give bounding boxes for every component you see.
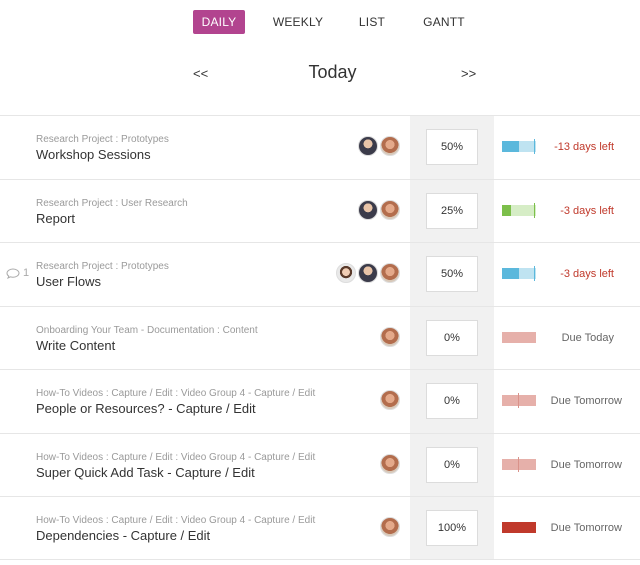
tab-gantt[interactable]: GANTT xyxy=(423,15,465,29)
progress-fill xyxy=(502,522,536,533)
task-breadcrumb: How-To Videos : Capture / Edit : Video G… xyxy=(36,388,316,399)
status-text: -3 days left xyxy=(560,204,614,217)
avatar[interactable] xyxy=(358,136,378,156)
avatar[interactable] xyxy=(336,263,356,283)
task-title[interactable]: Dependencies - Capture / Edit xyxy=(36,528,211,543)
task-breadcrumb: Research Project : Prototypes xyxy=(36,134,169,145)
task-breadcrumb: How-To Videos : Capture / Edit : Video G… xyxy=(36,515,316,526)
assignees xyxy=(380,517,400,537)
assignees xyxy=(380,453,400,474)
task-breadcrumb: Research Project : Prototypes xyxy=(36,261,169,272)
task-row[interactable]: How-To Videos : Capture / Edit : Video G… xyxy=(0,432,640,496)
progress-percent-input[interactable]: 25% xyxy=(426,192,478,229)
progress-percent-input[interactable]: 50% xyxy=(426,256,478,292)
progress-track xyxy=(502,458,536,470)
tab-daily[interactable]: DAILY xyxy=(193,10,245,34)
assignees xyxy=(380,326,400,347)
task-row[interactable]: How-To Videos : Capture / Edit : Video G… xyxy=(0,369,640,433)
comment-count[interactable]: 1 xyxy=(6,267,29,279)
date-navigator: << Today >> xyxy=(0,62,640,88)
progress-bar xyxy=(502,393,536,408)
due-marker xyxy=(518,393,519,408)
current-day-label: Today xyxy=(308,62,357,82)
task-breadcrumb: Research Project : User Research xyxy=(36,197,188,209)
task-row[interactable]: How-To Videos : Capture / Edit : Video G… xyxy=(0,496,640,560)
tab-weekly[interactable]: WEEKLY xyxy=(272,15,324,29)
avatar[interactable] xyxy=(380,453,400,474)
task-row[interactable]: Onboarding Your Team - Documentation : C… xyxy=(0,305,640,369)
task-breadcrumb: Onboarding Your Team - Documentation : C… xyxy=(36,324,258,336)
progress-bar xyxy=(502,202,536,218)
progress-bar xyxy=(502,266,536,281)
task-title[interactable]: Report xyxy=(36,210,76,226)
due-marker xyxy=(534,139,535,154)
progress-bar xyxy=(502,331,536,343)
avatar[interactable] xyxy=(380,390,400,410)
status-text: -13 days left xyxy=(554,141,614,153)
task-row[interactable]: Research Project : User Research Report … xyxy=(0,178,640,242)
task-breadcrumb: How-To Videos : Capture / Edit : Video G… xyxy=(36,451,316,463)
progress-track xyxy=(502,141,536,152)
tab-list[interactable]: LIST xyxy=(358,15,386,29)
status-text: -3 days left xyxy=(560,268,614,280)
assignees xyxy=(380,390,400,410)
avatar[interactable] xyxy=(358,263,378,283)
avatar[interactable] xyxy=(380,517,400,537)
progress-percent-input[interactable]: 0% xyxy=(426,383,478,419)
progress-percent-input[interactable]: 0% xyxy=(426,446,478,483)
progress-percent-input[interactable]: 0% xyxy=(426,319,478,356)
avatar[interactable] xyxy=(380,263,400,283)
task-row[interactable]: Research Project : Prototypes Workshop S… xyxy=(0,115,640,179)
progress-percent-input[interactable]: 50% xyxy=(426,129,478,165)
progress-track xyxy=(502,395,536,406)
task-row[interactable]: 1 Research Project : Prototypes User Flo… xyxy=(0,242,640,306)
avatar[interactable] xyxy=(380,199,400,220)
progress-track xyxy=(502,204,536,216)
progress-bar xyxy=(502,139,536,154)
task-title[interactable]: Workshop Sessions xyxy=(36,147,151,162)
avatar[interactable] xyxy=(358,199,378,220)
due-marker xyxy=(518,456,519,472)
progress-bar xyxy=(502,456,536,472)
progress-fill xyxy=(502,204,511,216)
assignees xyxy=(358,136,400,156)
due-marker xyxy=(534,202,535,218)
assignees xyxy=(336,263,400,283)
comment-icon xyxy=(6,267,20,279)
view-tabs: DAILY WEEKLY LIST GANTT xyxy=(0,10,640,34)
progress-track xyxy=(502,268,536,279)
previous-day-button[interactable]: << xyxy=(193,66,209,81)
status-text: Due Tomorrow xyxy=(550,395,622,407)
avatar[interactable] xyxy=(380,136,400,156)
status-text: Due Tomorrow xyxy=(550,522,622,534)
avatar[interactable] xyxy=(380,326,400,347)
status-text: Due Tomorrow xyxy=(550,458,622,471)
comment-count-label: 1 xyxy=(23,267,30,279)
task-title[interactable]: User Flows xyxy=(36,274,102,289)
assignees xyxy=(358,199,400,220)
task-title[interactable]: Write Content xyxy=(36,337,116,353)
task-title[interactable]: People or Resources? - Capture / Edit xyxy=(36,401,256,416)
progress-bar xyxy=(502,522,536,533)
progress-fill xyxy=(502,268,519,279)
status-text: Due Today xyxy=(561,331,614,344)
task-title[interactable]: Super Quick Add Task - Capture / Edit xyxy=(36,464,255,480)
task-list: Research Project : Prototypes Workshop S… xyxy=(0,115,640,560)
due-marker xyxy=(534,266,535,281)
next-day-button[interactable]: >> xyxy=(461,66,477,81)
progress-percent-input[interactable]: 100% xyxy=(426,510,478,546)
progress-track xyxy=(502,331,536,343)
progress-fill xyxy=(502,141,519,152)
